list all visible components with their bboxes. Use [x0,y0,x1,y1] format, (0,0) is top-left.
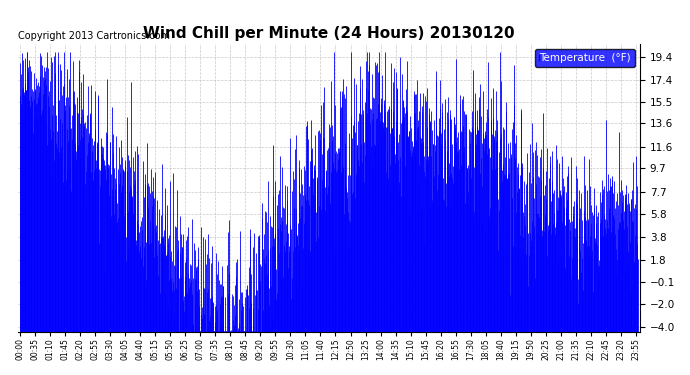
Text: Copyright 2013 Cartronics.com: Copyright 2013 Cartronics.com [18,31,170,41]
Title: Wind Chill per Minute (24 Hours) 20130120: Wind Chill per Minute (24 Hours) 2013012… [143,26,515,41]
Legend: Temperature  (°F): Temperature (°F) [535,49,635,68]
